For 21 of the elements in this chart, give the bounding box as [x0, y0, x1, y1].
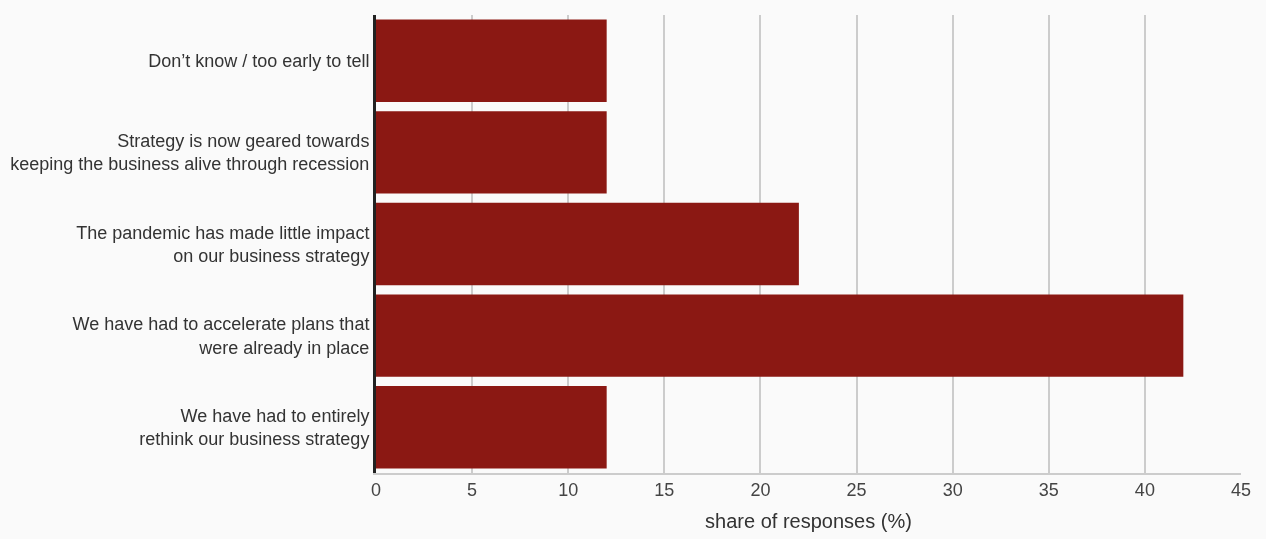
- x-axis-title: share of responses (%): [705, 510, 912, 533]
- bar: [376, 385, 607, 469]
- x-tick-label: 40: [1134, 480, 1155, 501]
- x-tick-label: 5: [467, 480, 478, 501]
- bar: [376, 202, 799, 286]
- y-tick-label: The pandemic has made little impact on our business strategy: [76, 222, 370, 266]
- bar: [376, 111, 607, 194]
- y-tick-label: We have had to entirely rethink our business strategy: [139, 405, 370, 450]
- bar: [376, 294, 1184, 377]
- y-tick-label: Strategy is now geared towards keeping the business alive through recession: [10, 131, 370, 175]
- x-tick-label: 30: [942, 480, 963, 501]
- x-tick-label: 0: [370, 480, 382, 501]
- x-tick-label: 25: [846, 480, 867, 501]
- x-tick-label: 15: [654, 480, 675, 501]
- x-tick-label: 20: [750, 480, 771, 501]
- y-tick-label: We have had to accelerate plans that were already in place: [72, 314, 370, 358]
- x-tick-label: 10: [558, 480, 579, 501]
- y-tick-label: Don’t know / too early to tell: [148, 51, 370, 72]
- bar: [376, 19, 607, 103]
- x-tick-label: 45: [1230, 480, 1252, 501]
- x-tick-label: 35: [1038, 480, 1059, 501]
